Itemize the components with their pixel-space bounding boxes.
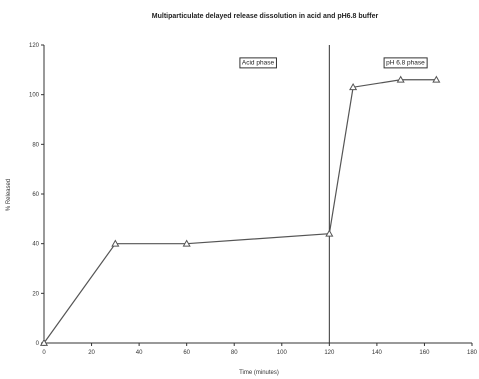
y-axis-label: % Released (6, 179, 12, 211)
x-tick-label: 60 (183, 350, 190, 356)
y-tick-label: 100 (29, 93, 40, 99)
series-line (44, 80, 436, 343)
annotation-label: Acid phase (242, 59, 275, 66)
x-tick-label: 0 (42, 350, 46, 356)
y-tick-label: 20 (32, 291, 39, 297)
x-tick-label: 80 (231, 350, 238, 356)
y-tick-label: 80 (32, 142, 39, 148)
y-tick-label: 0 (36, 341, 40, 347)
plot-area: 0 20 40 60 80 100 120 0 20 40 60 80 100 120 140 160 180 A… (29, 43, 478, 356)
x-tick-label: 120 (324, 350, 335, 356)
x-axis-label: Time (minutes) (239, 370, 279, 376)
x-tick-label: 40 (136, 350, 143, 356)
annotation-label: pH 6.8 phase (386, 59, 425, 66)
chart-title: Multiparticulate delayed release dissolu… (152, 13, 379, 20)
y-tick-label: 60 (32, 192, 39, 198)
y-tick-label: 120 (29, 43, 40, 49)
x-tick-label: 140 (372, 350, 383, 356)
x-tick-label: 180 (467, 350, 478, 356)
y-tick-label: 40 (32, 242, 39, 248)
x-tick-label: 20 (88, 350, 95, 356)
x-tick-label: 100 (277, 350, 288, 356)
x-tick-label: 160 (419, 350, 430, 356)
